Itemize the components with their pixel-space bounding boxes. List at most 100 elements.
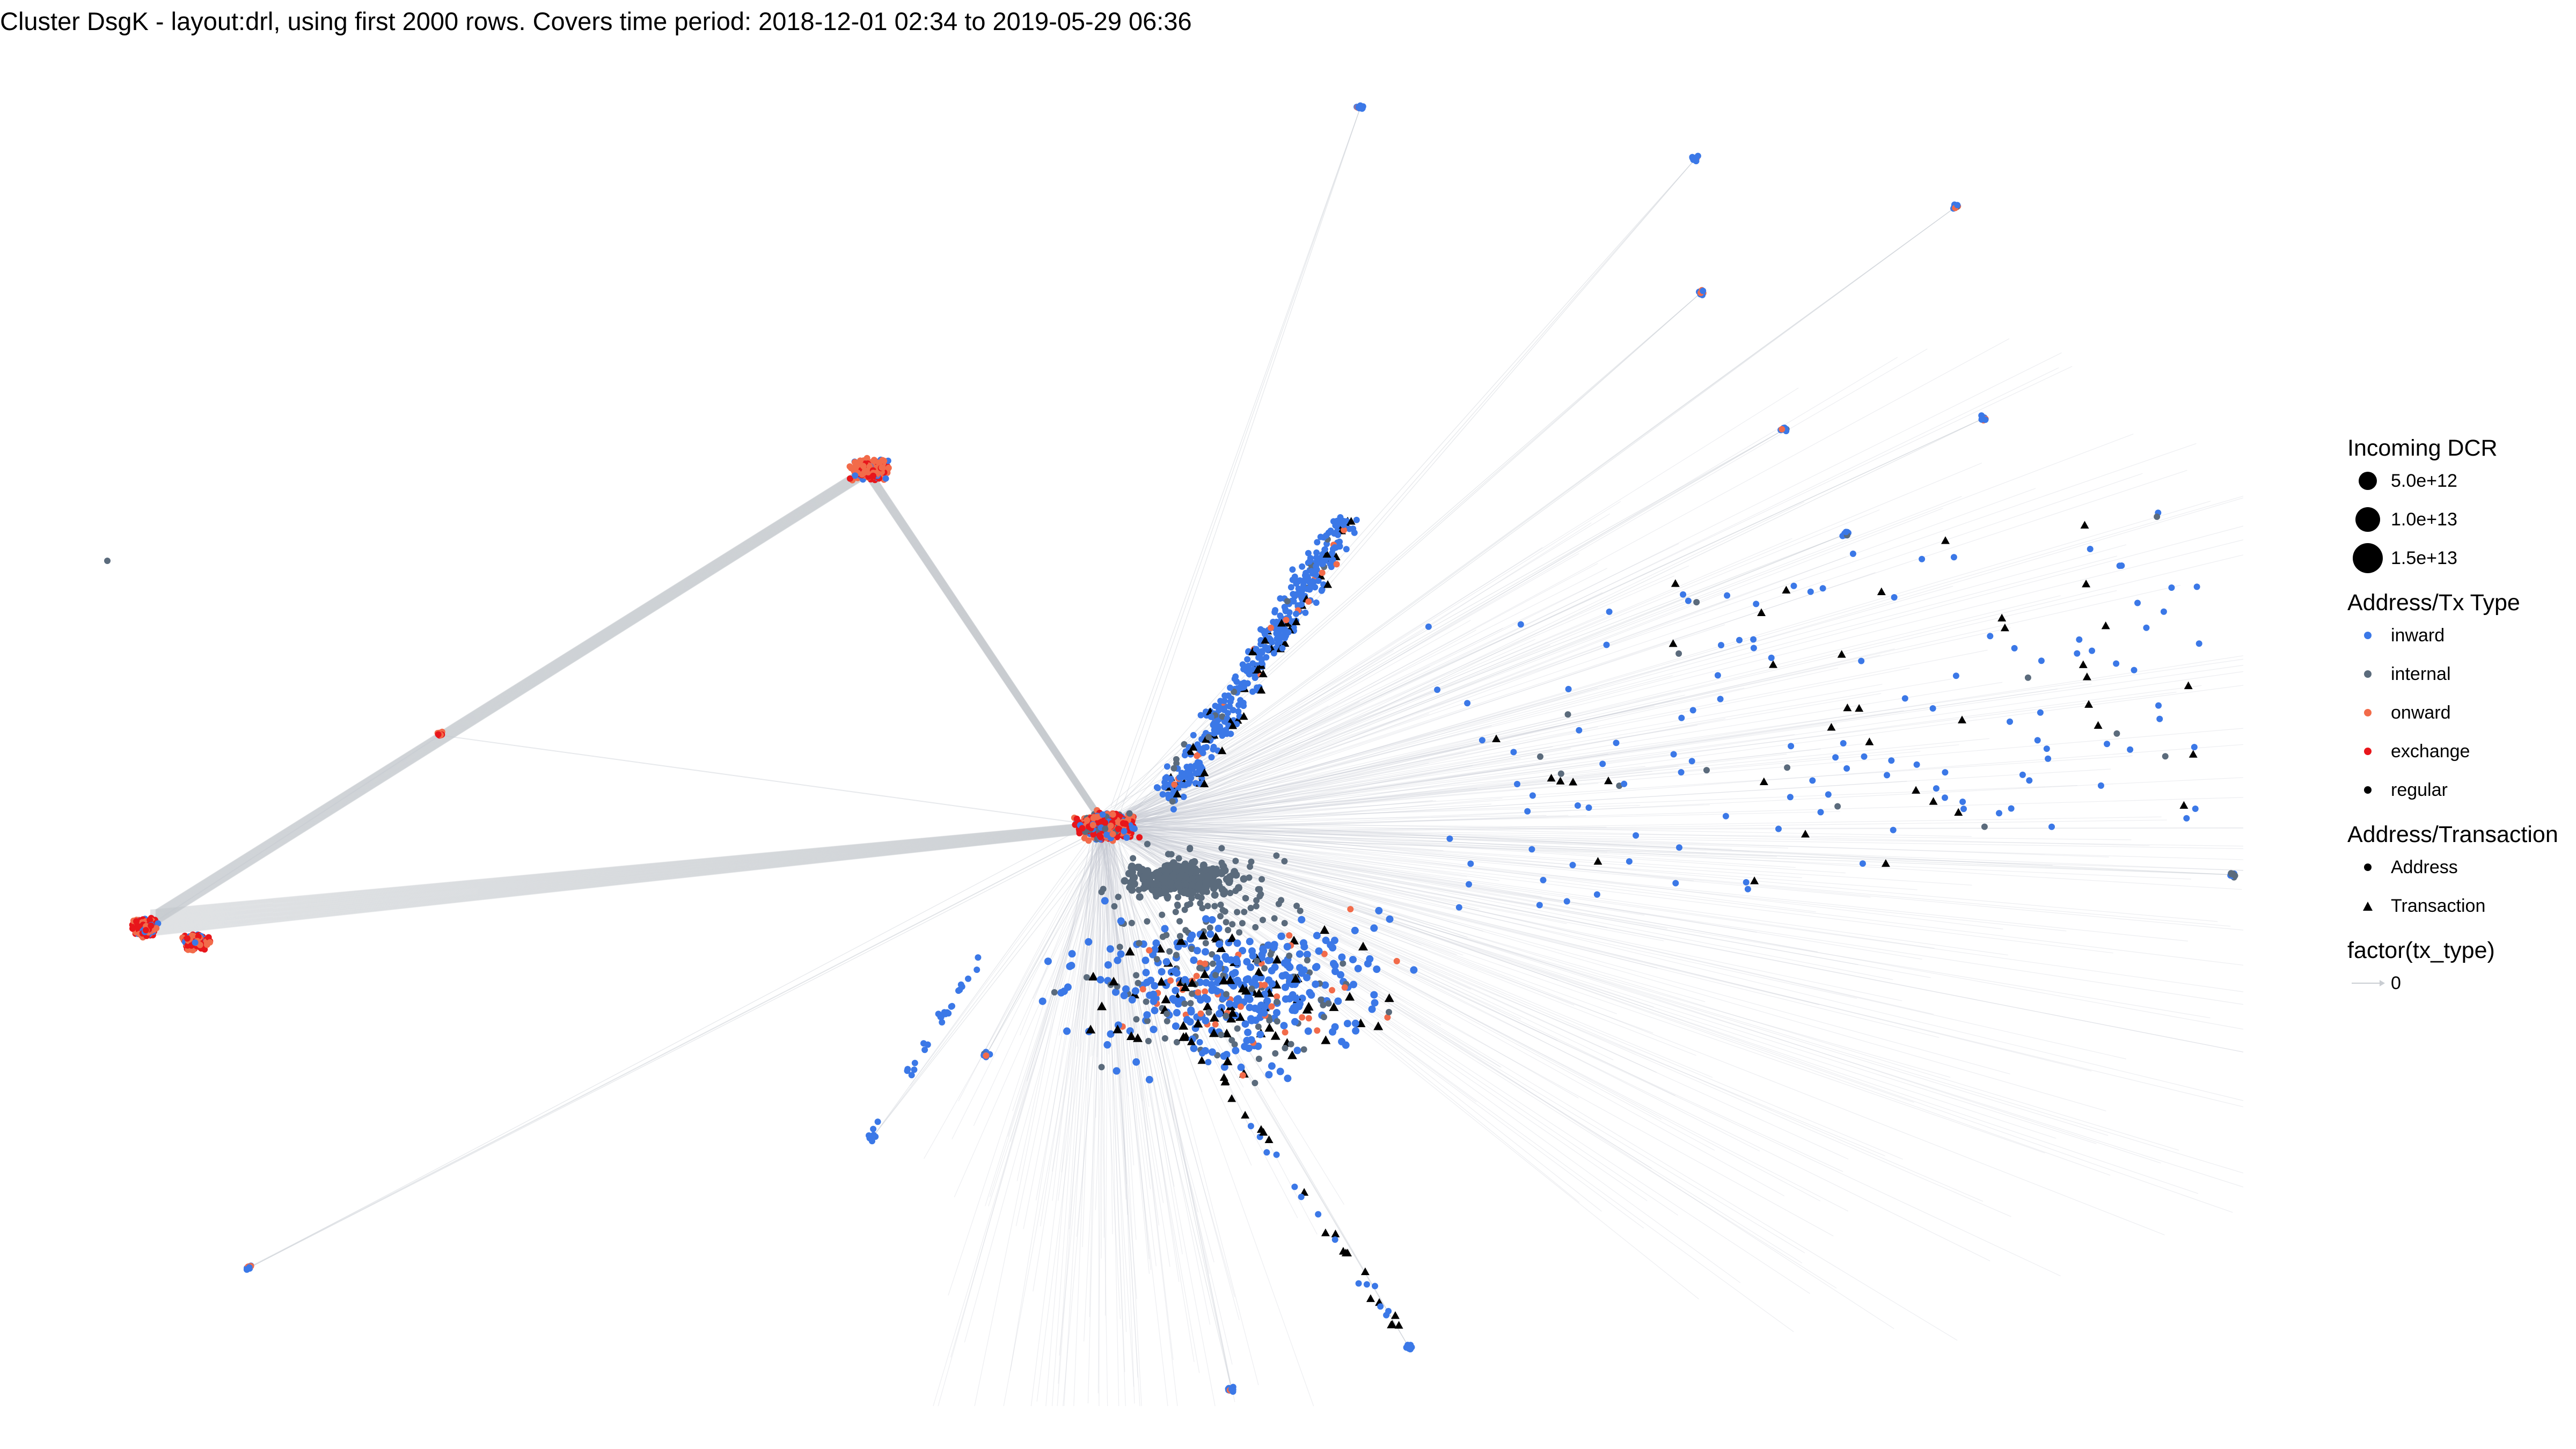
band-node: [1245, 663, 1252, 669]
bundle-edge: [150, 822, 1106, 913]
edge: [1111, 815, 1547, 823]
cluster-node: [1227, 890, 1234, 896]
edge: [1103, 820, 2242, 890]
band-node: [1333, 561, 1340, 568]
edge: [1101, 827, 2233, 875]
edge: [1106, 822, 1463, 956]
band-node: [1331, 530, 1338, 537]
scatter-node: [1166, 948, 1173, 955]
band-node: [1170, 765, 1177, 772]
transaction-node: [1881, 859, 1890, 867]
outer-node: [2118, 562, 2125, 569]
edge: [1091, 812, 1409, 1348]
cluster-node: [1281, 920, 1288, 927]
cluster-node: [1246, 874, 1253, 881]
outer-node: [1466, 881, 1472, 888]
transaction-node: [1241, 1110, 1250, 1119]
bundle-edge: [155, 472, 870, 922]
page-title: Cluster DsgK - layout:drl, using first 2…: [0, 7, 1192, 35]
bundle-edge: [155, 475, 870, 926]
edge: [985, 826, 1104, 1206]
cluster-node: [1181, 860, 1189, 868]
edge: [1111, 826, 1607, 853]
scatter-node: [1145, 1037, 1152, 1044]
edge: [1063, 822, 1114, 1407]
scatter-node: [1286, 979, 1293, 987]
edge: [1106, 825, 1314, 1407]
address-circle-icon: [2363, 863, 2372, 871]
edge: [1104, 824, 1233, 1365]
edge: [1111, 508, 1943, 831]
outer-node: [2008, 805, 2015, 812]
scatter-node: [1083, 974, 1090, 981]
bundle-edge: [867, 474, 1104, 827]
bundle-edge: [150, 827, 1106, 926]
edge: [1101, 823, 2244, 1101]
edge: [1102, 828, 1794, 1333]
band-node: [1285, 629, 1292, 636]
outer-node: [2154, 513, 2161, 520]
edge: [1016, 826, 1094, 1181]
scatter-node: [1197, 1010, 1204, 1017]
edge: [1040, 824, 1104, 1227]
edge: [1110, 828, 1174, 1360]
edge: [1095, 723, 1837, 828]
cluster-node: [1293, 903, 1300, 909]
cluster-node: [1982, 416, 1989, 423]
cluster-node: [1211, 903, 1218, 910]
edge: [1106, 832, 1138, 1378]
cluster-node: [1175, 894, 1182, 901]
transaction-node: [1331, 1230, 1340, 1238]
trail-node: [1273, 1151, 1280, 1158]
cluster-node: [1131, 880, 1138, 887]
cluster-node: [133, 918, 140, 925]
cluster-node: [1181, 906, 1188, 913]
cluster-node: [1111, 903, 1118, 910]
edge: [1099, 823, 2199, 1194]
scatter-node: [1096, 976, 1104, 984]
cluster-node: [1076, 830, 1083, 837]
cluster-node: [1073, 815, 1080, 822]
scatter-node: [1259, 945, 1267, 953]
edge: [1058, 823, 1107, 1036]
bundle-edge: [150, 821, 1106, 911]
legend: Incoming DCR 5.0e+12 1.0e+13 1.5e+13 Add…: [2347, 435, 2573, 1014]
scatter-node: [1329, 987, 1335, 994]
bundle-edge: [155, 467, 870, 917]
trail-node: [911, 1066, 918, 1073]
band-node: [1170, 806, 1177, 813]
cluster-node: [147, 917, 153, 924]
transaction-node: [1161, 994, 1171, 1004]
bundle-edge: [155, 473, 870, 923]
band-node: [1319, 560, 1326, 567]
outer-node: [1858, 657, 1865, 664]
cluster-node: [1115, 825, 1122, 832]
cluster-node: [192, 939, 199, 946]
edge: [1096, 831, 1857, 999]
transaction-node: [1198, 931, 1209, 940]
bundle-edge: [150, 821, 1106, 911]
scatter-node: [1252, 975, 1260, 983]
cluster-node: [1103, 831, 1110, 838]
bundle-edge: [150, 824, 1106, 920]
cluster-node: [1157, 875, 1163, 882]
transaction-node: [1954, 808, 1963, 816]
trail-node: [1298, 1194, 1305, 1201]
edge: [1097, 766, 1645, 821]
edge: [1100, 822, 2244, 1030]
scatter-node: [1249, 952, 1257, 960]
edge: [1103, 827, 1125, 1372]
scatter-node: [1285, 974, 1293, 982]
cluster-node: [1079, 825, 1086, 832]
scatter-node: [1098, 1064, 1105, 1071]
cluster-node: [1126, 810, 1133, 817]
bundle-edge: [155, 464, 870, 912]
bundle-edge: [150, 821, 1106, 911]
bundle-edge: [155, 466, 870, 915]
trail-node: [975, 954, 982, 961]
trail-node: [1355, 1280, 1362, 1287]
bundle-edge: [150, 825, 1106, 921]
transaction-node: [1556, 777, 1565, 785]
transaction-node: [1200, 768, 1209, 777]
transaction-node: [1227, 1008, 1238, 1017]
